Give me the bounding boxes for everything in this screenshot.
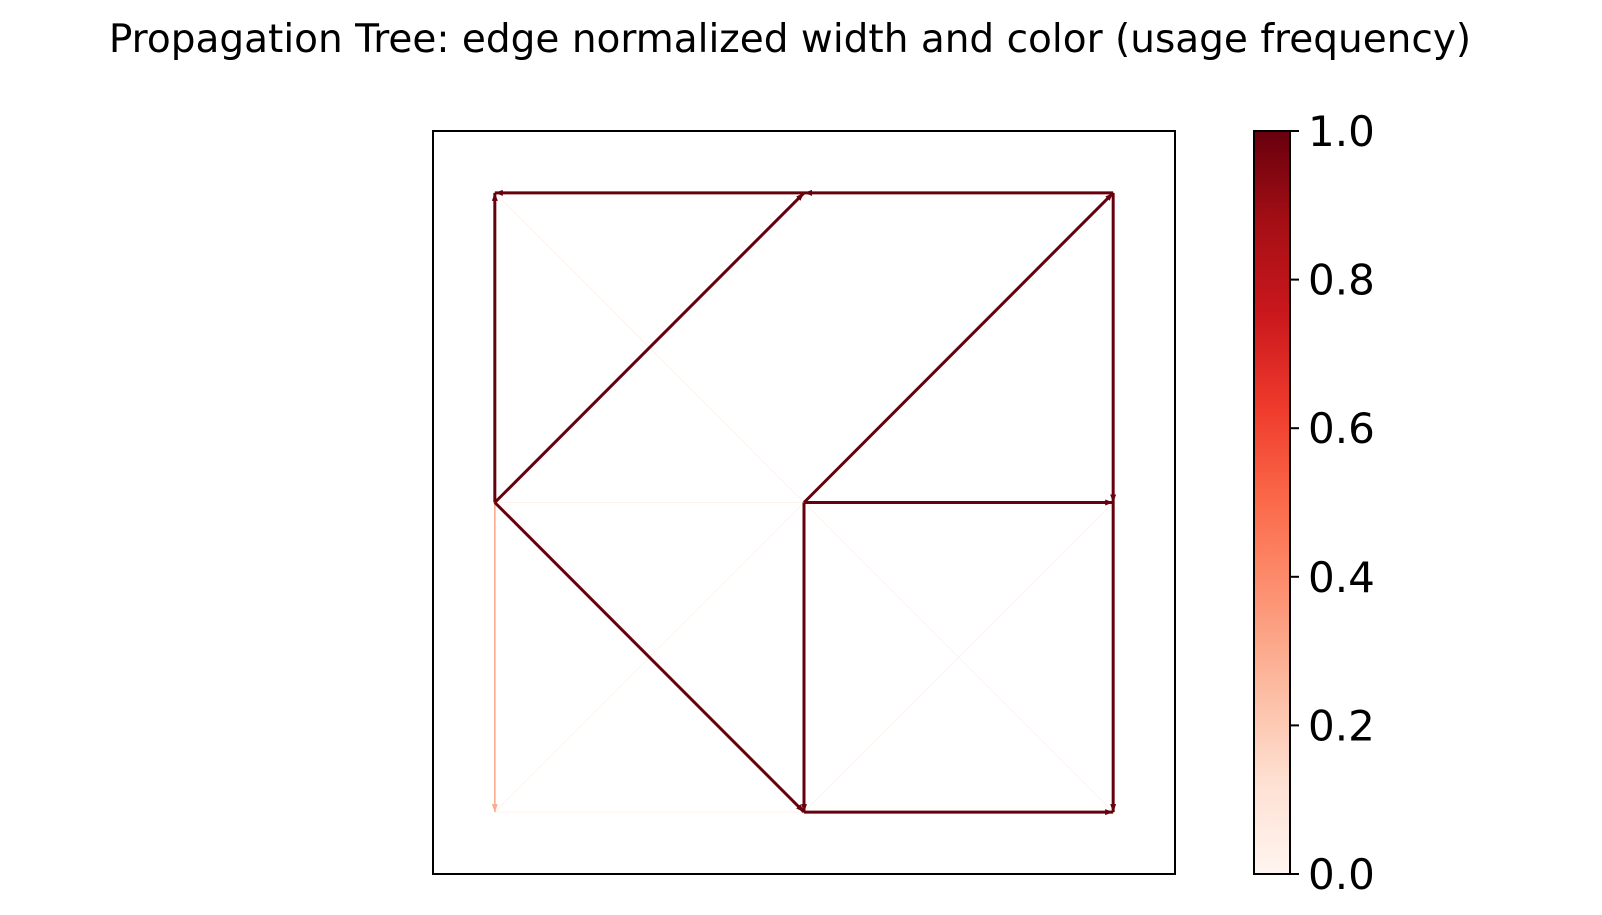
- chart-title: Propagation Tree: edge normalized width …: [109, 17, 1471, 62]
- plot-frame: [432, 130, 1176, 875]
- arrowhead-n01-n10: [796, 804, 804, 813]
- arrowhead-n10-n20: [1105, 809, 1114, 816]
- arrowhead-n01-n02: [491, 192, 498, 201]
- edges-layer: [493, 191, 1115, 814]
- colorbar-tick-label: 0.6: [1308, 404, 1375, 453]
- edge-n11-n22: [802, 191, 1115, 504]
- colorbar-frame: [1253, 130, 1291, 875]
- colorbar-tick-label: 0.8: [1308, 256, 1375, 305]
- plot-area: [432, 130, 1176, 875]
- edge-n10-n21: [803, 502, 1114, 813]
- colorbar-ticks: 0.0 0.2 0.4 0.6 0.8 1.0: [1290, 107, 1375, 899]
- colorbar-gradient: [1254, 131, 1290, 874]
- colorbar-tick-label: 1.0: [1308, 107, 1375, 156]
- edge-n01-n12: [493, 191, 806, 504]
- arrowhead-n11-n21: [1105, 499, 1114, 506]
- arrowhead-n01-n00: [491, 804, 498, 813]
- arrowhead-n22-n12: [804, 189, 812, 196]
- edge-n01-n10: [493, 501, 806, 814]
- arrowhead-n11-n10: [801, 804, 807, 813]
- arrowhead-n11-n22: [1105, 192, 1114, 201]
- arrowhead-n22-n21: [1110, 494, 1117, 503]
- arrowhead-n21-n20: [1110, 804, 1117, 813]
- colorbar-tick-label: 0.0: [1308, 850, 1375, 899]
- colorbar: 0.0 0.2 0.4 0.6 0.8 1.0: [1253, 107, 1375, 899]
- arrowheads-layer: [491, 189, 1117, 816]
- arrowhead-n12-n02: [494, 189, 503, 196]
- colorbar-tick-label: 0.4: [1308, 553, 1375, 602]
- arrowhead-n01-n12: [796, 192, 804, 201]
- colorbar-tick-label: 0.2: [1308, 701, 1375, 750]
